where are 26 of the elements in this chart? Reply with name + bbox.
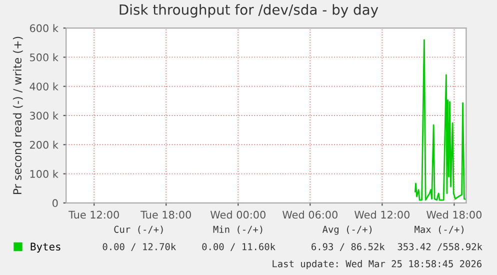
x-tick-label: Wed 00:00 [210,210,266,219]
chart-title: Disk throughput for /dev/sda - by day [120,4,378,18]
legend-label: Bytes [30,242,60,253]
y-tick-label: 200 k [30,140,58,149]
text: Avg (-/+) [322,226,372,235]
text: 6.93 / 86.52k [312,242,385,252]
y-tick-label: 0 [52,199,58,208]
y-tick-label: 500 k [30,53,58,62]
text: 0.00 / 12.70k [102,242,176,252]
x-tick-label: Wed 12:00 [354,210,410,219]
y-axis-title: Pr second read (-) / write (+) [12,36,23,194]
text: Max (-/+) [414,226,464,234]
y-tick-label: 300 k [30,112,58,120]
y-tick-label: 600 k [30,24,58,32]
y-tick-label: 400 k [30,82,58,90]
text: 353.42 /558.92k [398,242,482,252]
line-series [414,39,466,201]
x-tick-label: Wed 06:00 [282,210,338,219]
text: 0.00 / 11.60k [202,242,276,252]
x-tick-label: Tue 18:00 [140,210,191,219]
x-tick-label: Tue 12:00 [68,210,119,219]
text: Last update: Wed Mar 25 18:58:45 2026 [272,260,482,270]
y-tick-label: 100 k [30,170,58,178]
text: Min (-/+) [213,226,262,234]
text: Cur (-/+) [114,226,163,234]
x-tick-label: Wed 18:00 [426,210,482,219]
